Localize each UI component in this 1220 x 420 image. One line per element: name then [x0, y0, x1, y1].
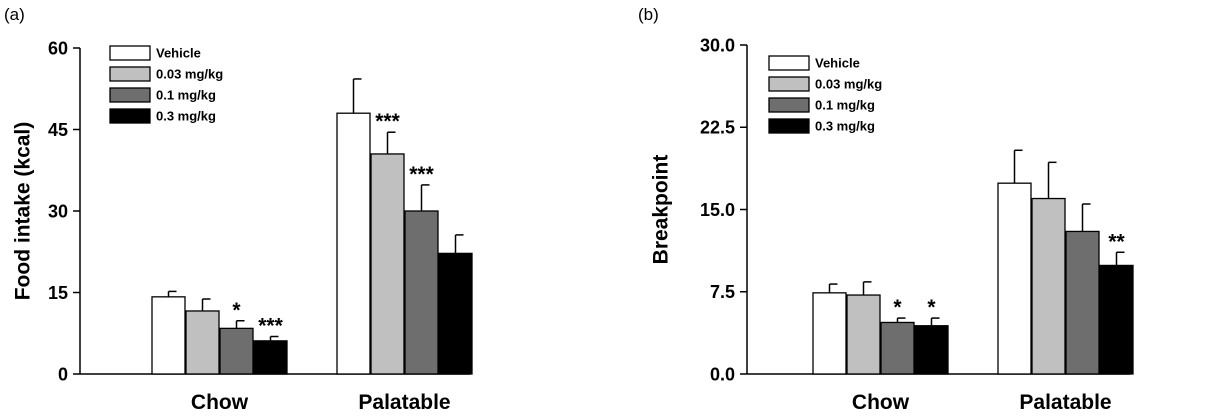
bar-chow-series-4	[914, 325, 949, 375]
significance-marker: *	[893, 296, 902, 319]
legend-label: 0.03 mg/kg	[815, 77, 882, 92]
significance-marker: *	[927, 296, 936, 319]
x-category-label: Chow	[191, 391, 249, 414]
chart-panel-a: (a)Food intake (kcal)015304560****Chow**…	[4, 5, 473, 414]
legend-label: 0.3 mg/kg	[815, 119, 875, 134]
y-axis-label: Breakpoint	[649, 155, 672, 265]
y-tick-label: 0.0	[710, 364, 735, 384]
x-category-label: Palatable	[1019, 391, 1111, 414]
y-tick-label: 7.5	[710, 282, 735, 302]
bar-chow-series-3	[880, 321, 915, 375]
x-category-label: Chow	[852, 391, 910, 414]
legend-label: 0.1 mg/kg	[156, 88, 216, 103]
y-tick-label: 60	[48, 38, 68, 58]
bar-palatable-series-1	[336, 112, 371, 375]
panel-label: (a)	[4, 5, 25, 24]
legend-label: 0.1 mg/kg	[815, 98, 875, 113]
bar-palatable-series-1	[997, 182, 1032, 375]
bar-palatable-series-2	[1031, 197, 1066, 375]
legend-label: 0.03 mg/kg	[156, 67, 223, 82]
x-category-label: Palatable	[358, 391, 450, 414]
y-tick-label: 0	[58, 364, 68, 384]
legend: Vehicle 0.03 mg/kg 0.1 mg/kg 0.3 mg/kg	[109, 45, 223, 124]
legend-swatch	[109, 66, 151, 82]
significance-marker: *	[232, 299, 241, 322]
significance-marker: **	[1108, 230, 1125, 253]
legend-swatch	[768, 118, 810, 134]
y-tick-label: 30	[48, 201, 68, 221]
y-axis-label: Food intake (kcal)	[11, 122, 34, 301]
significance-marker: ***	[409, 163, 434, 186]
y-tick-label: 45	[48, 120, 68, 140]
legend-swatch	[768, 76, 810, 92]
bar-palatable-series-4	[438, 252, 473, 375]
y-tick-label: 22.5	[700, 118, 735, 138]
legend-swatch	[768, 55, 810, 71]
y-tick-label: 15	[48, 283, 68, 303]
bar-palatable-series-3	[1065, 230, 1100, 375]
legend-swatch	[109, 45, 151, 61]
bar-chow-series-1	[151, 296, 186, 375]
legend-label: 0.3 mg/kg	[156, 109, 216, 124]
bar-palatable-series-3	[404, 210, 439, 375]
bar-chow-series-4	[253, 340, 288, 375]
bar-palatable-series-4	[1099, 264, 1134, 375]
legend-swatch	[768, 97, 810, 113]
bar-chow-series-2	[846, 294, 881, 375]
bar-palatable-series-2	[370, 153, 405, 375]
bar-chow-series-2	[185, 310, 220, 375]
bar-chow-series-1	[812, 292, 847, 375]
y-tick-label: 30.0	[700, 35, 735, 55]
significance-marker: ***	[258, 315, 283, 338]
significance-marker: ***	[375, 110, 400, 133]
y-tick-label: 15.0	[700, 200, 735, 220]
bar-chow-series-3	[219, 327, 254, 375]
legend-swatch	[109, 108, 151, 124]
legend-label: Vehicle	[156, 46, 201, 61]
legend-swatch	[109, 87, 151, 103]
legend: Vehicle 0.03 mg/kg 0.1 mg/kg 0.3 mg/kg	[768, 55, 882, 134]
legend-label: Vehicle	[815, 56, 860, 71]
panel-label: (b)	[638, 5, 659, 24]
